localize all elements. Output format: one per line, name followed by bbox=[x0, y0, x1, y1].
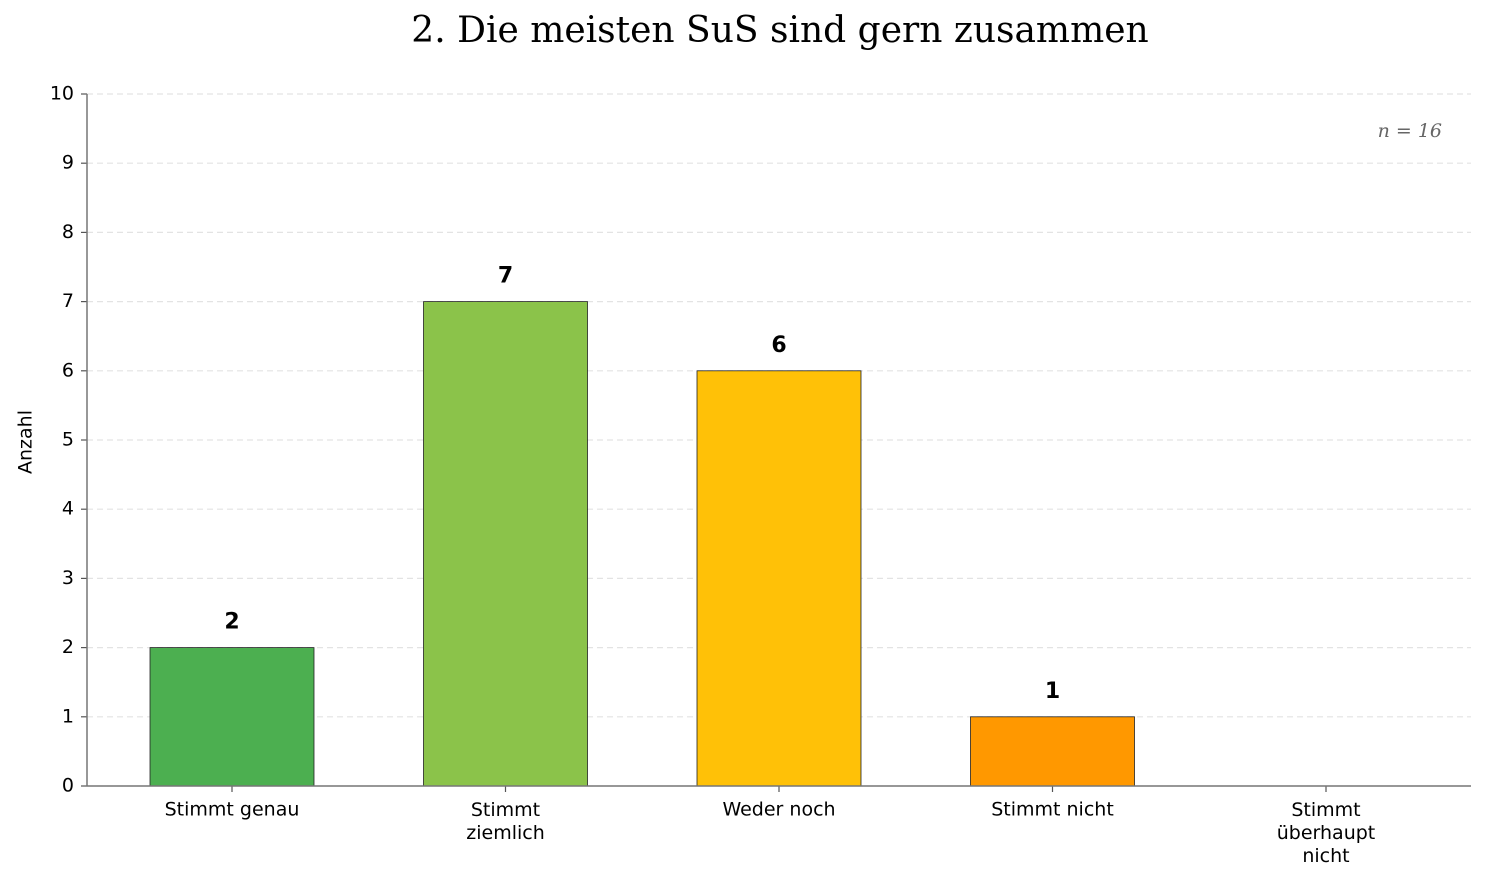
y-tick-label: 4 bbox=[62, 498, 74, 520]
bar bbox=[696, 370, 862, 787]
bar bbox=[149, 647, 315, 787]
y-tick-label: 5 bbox=[62, 429, 74, 451]
y-tick-label: 8 bbox=[62, 221, 74, 243]
x-tick-label: Weder noch bbox=[722, 799, 835, 821]
y-tick-label: 0 bbox=[62, 775, 74, 797]
x-tick-label: Stimmt überhaupt nicht bbox=[1277, 799, 1376, 867]
y-tick-label: 3 bbox=[62, 567, 74, 589]
annotation: n = 16 bbox=[1378, 120, 1442, 142]
value-label: 7 bbox=[498, 264, 513, 289]
value-label: 1 bbox=[1045, 679, 1060, 704]
bar bbox=[970, 716, 1135, 787]
x-tick-label: Stimmt genau bbox=[165, 799, 300, 821]
x-tick-label: Stimmt nicht bbox=[991, 799, 1114, 821]
y-tick-label: 7 bbox=[62, 290, 74, 312]
y-tick-label: 2 bbox=[62, 636, 74, 658]
bar bbox=[423, 301, 588, 787]
value-label: 2 bbox=[224, 610, 239, 635]
y-axis-label: Anzahl bbox=[15, 410, 37, 474]
value-label: 6 bbox=[771, 333, 786, 358]
chart-title: 2. Die meisten SuS sind gern zusammen bbox=[411, 10, 1148, 51]
y-tick-label: 10 bbox=[50, 83, 74, 105]
y-tick-label: 9 bbox=[62, 152, 74, 174]
y-tick-label: 1 bbox=[62, 705, 74, 727]
x-tick-label: Stimmt ziemlich bbox=[466, 799, 545, 844]
y-tick-label: 6 bbox=[62, 359, 74, 381]
